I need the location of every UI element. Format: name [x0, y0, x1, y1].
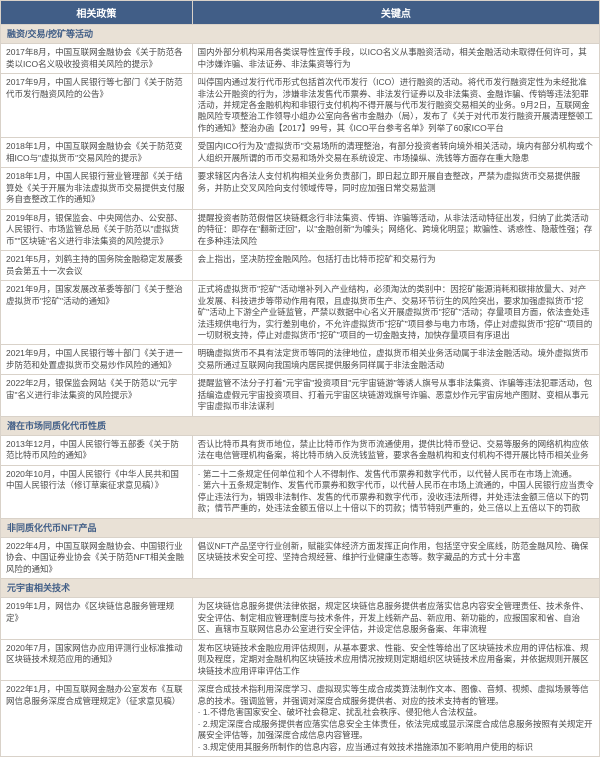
policy-cell: 2021年5月，刘鹤主持的国务院金融稳定发展委员会第五十一次会议 — [1, 251, 193, 281]
table-row: 2021年9月，中国人民银行等十部门《关于进一步防范和处置虚拟货币交易炒作风险的… — [1, 345, 600, 375]
table-row: 2019年8月，银保监会、中央网信办、公安部、人民银行、市场监管总局《关于防范以… — [1, 209, 600, 250]
policy-cell: 2020年10月，中国人民银行《中华人民共和国中国人民银行法（修订草案征求意见稿… — [1, 465, 193, 518]
policy-cell: 2020年7月，国家网信办应用评测行业标准推动区块链技术规范应用的通知》 — [1, 639, 193, 680]
policy-cell: 2013年12月，中国人民银行等五部委《关于防范比特币风险的通知》 — [1, 435, 193, 465]
keypoint-cell: 提醒监管不法分子打着"元宇宙"投资项目"元宇宙链游"等诱人旗号从事非法集资、诈骗… — [192, 375, 599, 416]
keypoint-cell: 为区块链信息服务提供法律依据，规定区块链信息服务提供者应落实信息内容安全管理责任… — [192, 598, 599, 639]
section-header: 非同质化代币NFT产品 — [1, 518, 600, 537]
policy-cell: 2017年8月，中国互联网金融协会《关于防范各类以ICO名义吸收投资相关风险的提… — [1, 44, 193, 74]
policy-cell: 2022年1月，中国互联网金融办公室发布《互联网信息服务深度合成管理规定》（征求… — [1, 681, 193, 757]
table-row: 2017年9月，中国人民银行等七部门《关于防范代币发行融资风险的公告》叫停国内通… — [1, 74, 600, 138]
keypoint-cell: · 第二十二条规定任何单位和个人不得制作、发售代币票券和数字代币，以代替人民币在… — [192, 465, 599, 518]
keypoint-cell: 受国内ICO行为及"虚拟货币"交易场所的清理整治，有部分投资者转向境外相关活动，… — [192, 138, 599, 168]
policy-cell: 2018年1月，中国人民银行营业管理部《关于结算处《关于开展为非法虚拟货币交易提… — [1, 168, 193, 209]
table-row: 2018年1月，中国互联网金融协会《关于防范变相ICO与"虚拟货币"交易风险的提… — [1, 138, 600, 168]
keypoint-cell: 国内外部分机构采用各类误导性宣传手段，以ICO名义从事融资活动，相关金融活动未取… — [192, 44, 599, 74]
table-row: 2022年2月，银保监会网站《关于防范以"元宇宙"名义进行非法集资的风险提示》提… — [1, 375, 600, 416]
keypoint-cell: 提醒投资者防范假借区块链概念行非法集资、传销、诈骗等活动，从非法活动特征出发，归… — [192, 209, 599, 250]
header-key: 关键点 — [192, 1, 599, 25]
keypoint-cell: 正式将虚拟货币"挖矿"活动增补列入产业结构，必须淘汰的类别中：因挖矿能源消耗和碳… — [192, 281, 599, 345]
section-title: 元宇宙相关技术 — [1, 579, 600, 598]
table-row: 2013年12月，中国人民银行等五部委《关于防范比特币风险的通知》否认比特币具有… — [1, 435, 600, 465]
header-row: 相关政策 关键点 — [1, 1, 600, 25]
table-row: 2021年5月，刘鹤主持的国务院金融稳定发展委员会第五十一次会议会上指出，坚决防… — [1, 251, 600, 281]
keypoint-cell: 倡议NFT产品坚守行业创新，赋能实体经济方面发挥正向作用，包括坚守安全底线，防范… — [192, 537, 599, 578]
table-row: 2021年9月，国家发展改革委等部门《关于整治虚拟货币"挖矿"活动的通知》正式将… — [1, 281, 600, 345]
table-row: 2020年10月，中国人民银行《中华人民共和国中国人民银行法（修订草案征求意见稿… — [1, 465, 600, 518]
policy-table: 相关政策 关键点 融资/交易/挖矿等活动2017年8月，中国互联网金融协会《关于… — [0, 0, 600, 757]
policy-cell: 2022年2月，银保监会网站《关于防范以"元宇宙"名义进行非法集资的风险提示》 — [1, 375, 193, 416]
table-row: 2022年4月，中国互联网金融协会、中国银行业协会、中国证券业协会《关于防范NF… — [1, 537, 600, 578]
keypoint-cell: 明确虚拟货币不具有法定货币等同的法律地位，虚拟货币相关业务活动属于非法金融活动。… — [192, 345, 599, 375]
policy-cell: 2021年9月，国家发展改革委等部门《关于整治虚拟货币"挖矿"活动的通知》 — [1, 281, 193, 345]
header-policy: 相关政策 — [1, 1, 193, 25]
policy-cell: 2019年1月，网信办《区块链信息服务管理规定》 — [1, 598, 193, 639]
section-title: 非同质化代币NFT产品 — [1, 518, 600, 537]
section-header: 潜在市场同质化代币性质 — [1, 416, 600, 435]
keypoint-cell: 会上指出，坚决防控金融风险。包括打击比特币挖矿和交易行为 — [192, 251, 599, 281]
policy-cell: 2017年9月，中国人民银行等七部门《关于防范代币发行融资风险的公告》 — [1, 74, 193, 138]
table-row: 2022年1月，中国互联网金融办公室发布《互联网信息服务深度合成管理规定》（征求… — [1, 681, 600, 757]
table-row: 2019年1月，网信办《区块链信息服务管理规定》为区块链信息服务提供法律依据，规… — [1, 598, 600, 639]
keypoint-cell: 叫停国内通过发行代币形式包括首次代币发行（ICO）进行融资的活动。将代币发行融资… — [192, 74, 599, 138]
section-header: 融资/交易/挖矿等活动 — [1, 25, 600, 44]
policy-cell: 2022年4月，中国互联网金融协会、中国银行业协会、中国证券业协会《关于防范NF… — [1, 537, 193, 578]
table-row: 2018年1月，中国人民银行营业管理部《关于结算处《关于开展为非法虚拟货币交易提… — [1, 168, 600, 209]
table-row: 2020年7月，国家网信办应用评测行业标准推动区块链技术规范应用的通知》发布区块… — [1, 639, 600, 680]
keypoint-cell: 否认比特币具有货币地位，禁止比特币作为货币流通使用，提供比特币登记、交易等服务的… — [192, 435, 599, 465]
table-row: 2017年8月，中国互联网金融协会《关于防范各类以ICO名义吸收投资相关风险的提… — [1, 44, 600, 74]
section-header: 元宇宙相关技术 — [1, 579, 600, 598]
keypoint-cell: 要求辖区内各法人支付机构相关业务负责部门，即日起立即开展自查整改，严禁为虚拟货币… — [192, 168, 599, 209]
section-title: 潜在市场同质化代币性质 — [1, 416, 600, 435]
policy-cell: 2021年9月，中国人民银行等十部门《关于进一步防范和处置虚拟货币交易炒作风险的… — [1, 345, 193, 375]
keypoint-cell: 深度合成技术指利用深度学习、虚拟现实等生成合成类算法制作文本、图像、音频、视频、… — [192, 681, 599, 757]
section-title: 融资/交易/挖矿等活动 — [1, 25, 600, 44]
policy-cell: 2019年8月，银保监会、中央网信办、公安部、人民银行、市场监管总局《关于防范以… — [1, 209, 193, 250]
keypoint-cell: 发布区块链技术金融应用评估规则，从基本要求、性能、安全性等给出了区块链技术应用的… — [192, 639, 599, 680]
policy-cell: 2018年1月，中国互联网金融协会《关于防范变相ICO与"虚拟货币"交易风险的提… — [1, 138, 193, 168]
